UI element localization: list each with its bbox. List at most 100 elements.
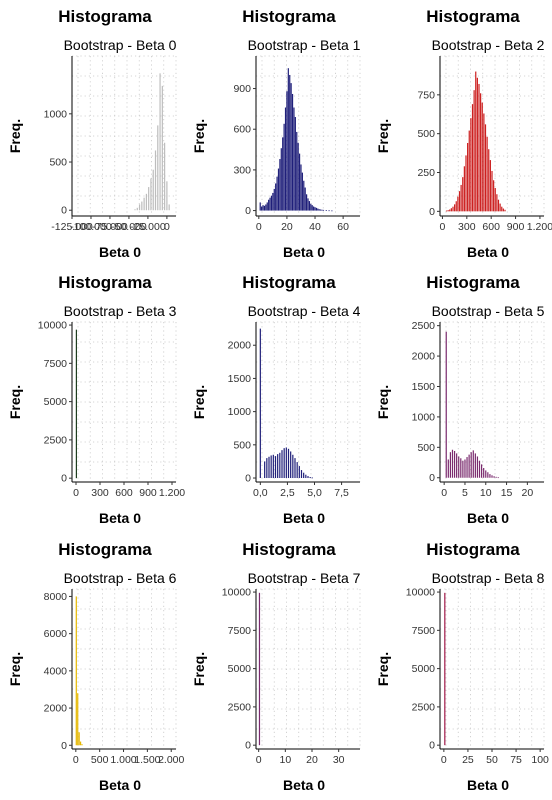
x-tick-label: 1.200: [527, 221, 552, 233]
chart-subtitle: Bootstrap - Beta 8: [432, 570, 545, 586]
y-tick-label: 10000: [38, 320, 67, 332]
histogram-bar: [483, 113, 485, 212]
x-tick-label: 5,0: [307, 487, 322, 499]
histogram-bar: [497, 199, 500, 212]
y-tick-label: 0: [245, 205, 251, 217]
histogram-bar: [487, 472, 489, 478]
histogram-bar: [504, 209, 506, 212]
histogram-bar: [470, 118, 472, 212]
histogram-bar: [452, 206, 454, 212]
histogram-bar: [470, 452, 472, 478]
histogram-bar: [166, 181, 168, 211]
x-tick-label: 0: [256, 754, 262, 766]
histogram-bar: [277, 454, 279, 479]
histogram-bar: [499, 203, 501, 212]
histogram-bar: [276, 176, 278, 211]
histogram-bar: [272, 192, 274, 211]
histogram-bar: [320, 209, 322, 211]
histogram-bar: [493, 476, 495, 478]
x-tick-label: 0,0: [253, 487, 268, 499]
histogram-bar: [280, 148, 282, 211]
histogram-bar: [164, 142, 166, 211]
histogram-bar: [78, 732, 80, 746]
histogram-bar: [289, 74, 291, 211]
histogram-bar: [138, 204, 141, 211]
y-tick-label: 0: [61, 740, 67, 752]
histogram-bar: [331, 210, 333, 212]
histogram-bar: [486, 136, 488, 212]
histogram-bar: [300, 164, 302, 211]
chart-subtitle: Bootstrap - Beta 4: [248, 303, 361, 319]
gridlines: [440, 588, 545, 750]
histogram-bar: [269, 197, 271, 211]
histogram-bar: [485, 470, 487, 478]
y-tick-label: 0: [429, 206, 435, 218]
histogram-bar: [447, 459, 449, 478]
histogram-bar: [472, 450, 474, 478]
histogram-bar: [315, 207, 318, 211]
y-tick-label: 2000: [228, 340, 252, 352]
x-tick-label: 0: [441, 487, 447, 499]
histogram-bar: [497, 477, 499, 479]
histogram-bar: [468, 454, 470, 478]
bars: [259, 68, 333, 212]
bars: [134, 73, 170, 211]
y-tick-label: 2500: [44, 434, 68, 446]
chart-title: Histograma: [58, 540, 152, 559]
histogram-bar: [462, 177, 464, 212]
histogram-bar: [502, 208, 504, 212]
x-axis-label: Beta 0: [99, 244, 141, 260]
y-tick-label: 5000: [44, 396, 68, 408]
histogram-bar: [287, 448, 290, 479]
gridlines: [256, 321, 361, 483]
histogram-bar: [458, 456, 460, 478]
histogram-panel-3: Histograma Bootstrap - Beta 3 0 2500 5000 750…: [7, 273, 185, 526]
x-tick-label: 30: [333, 754, 345, 766]
histogram-bar: [496, 194, 498, 212]
histogram-bar: [309, 477, 311, 479]
chart-subtitle: Bootstrap - Beta 6: [64, 570, 177, 586]
histogram-bar: [275, 183, 277, 211]
histogram-bar: [449, 209, 451, 212]
chart-title: Histograma: [58, 273, 152, 292]
y-tick-label: 10000: [222, 587, 251, 599]
histogram-bar: [328, 210, 330, 212]
y-tick-label: 4000: [44, 665, 68, 677]
x-tick-label: 0: [73, 487, 79, 499]
chart-subtitle: Bootstrap - Beta 2: [432, 37, 545, 53]
histogram-bar: [264, 461, 266, 479]
histogram-bar: [321, 209, 323, 211]
x-tick-label: 10: [279, 754, 291, 766]
gridlines: [72, 588, 177, 750]
y-axis-label: Freq.: [191, 652, 207, 686]
chart-title: Histograma: [242, 540, 336, 559]
histogram-bar: [145, 193, 147, 211]
x-tick-label: 40: [309, 221, 321, 233]
histogram-bar: [148, 187, 150, 211]
histogram-bar: [307, 198, 309, 211]
histogram-bar: [77, 693, 79, 746]
histogram-bar: [475, 71, 477, 212]
y-tick-label: 5000: [228, 663, 252, 675]
bars: [444, 592, 446, 746]
x-tick-label: 2.000: [158, 754, 184, 766]
y-tick-label: 2500: [228, 701, 252, 713]
histogram-panel-1: Histograma Bootstrap - Beta 1 0 300 600 900 0 2…: [191, 7, 361, 260]
x-tick-label: 50: [486, 754, 498, 766]
histogram-bar: [494, 188, 496, 212]
histogram-bar: [268, 456, 270, 479]
histogram-bar: [300, 470, 303, 479]
histogram-bar: [286, 91, 288, 211]
y-tick-label: 750: [417, 89, 435, 101]
y-axis-label: Freq.: [375, 119, 391, 153]
histogram-bar: [471, 104, 474, 212]
gridlines: [256, 588, 361, 750]
histogram-bar: [307, 476, 309, 479]
y-tick-label: 2000: [412, 351, 436, 363]
histogram-bar: [491, 170, 493, 212]
histogram-bar: [317, 208, 319, 211]
gridlines: [72, 321, 177, 483]
histogram-bar: [484, 124, 487, 212]
bars: [75, 596, 83, 746]
y-tick-label: 7500: [412, 625, 436, 637]
